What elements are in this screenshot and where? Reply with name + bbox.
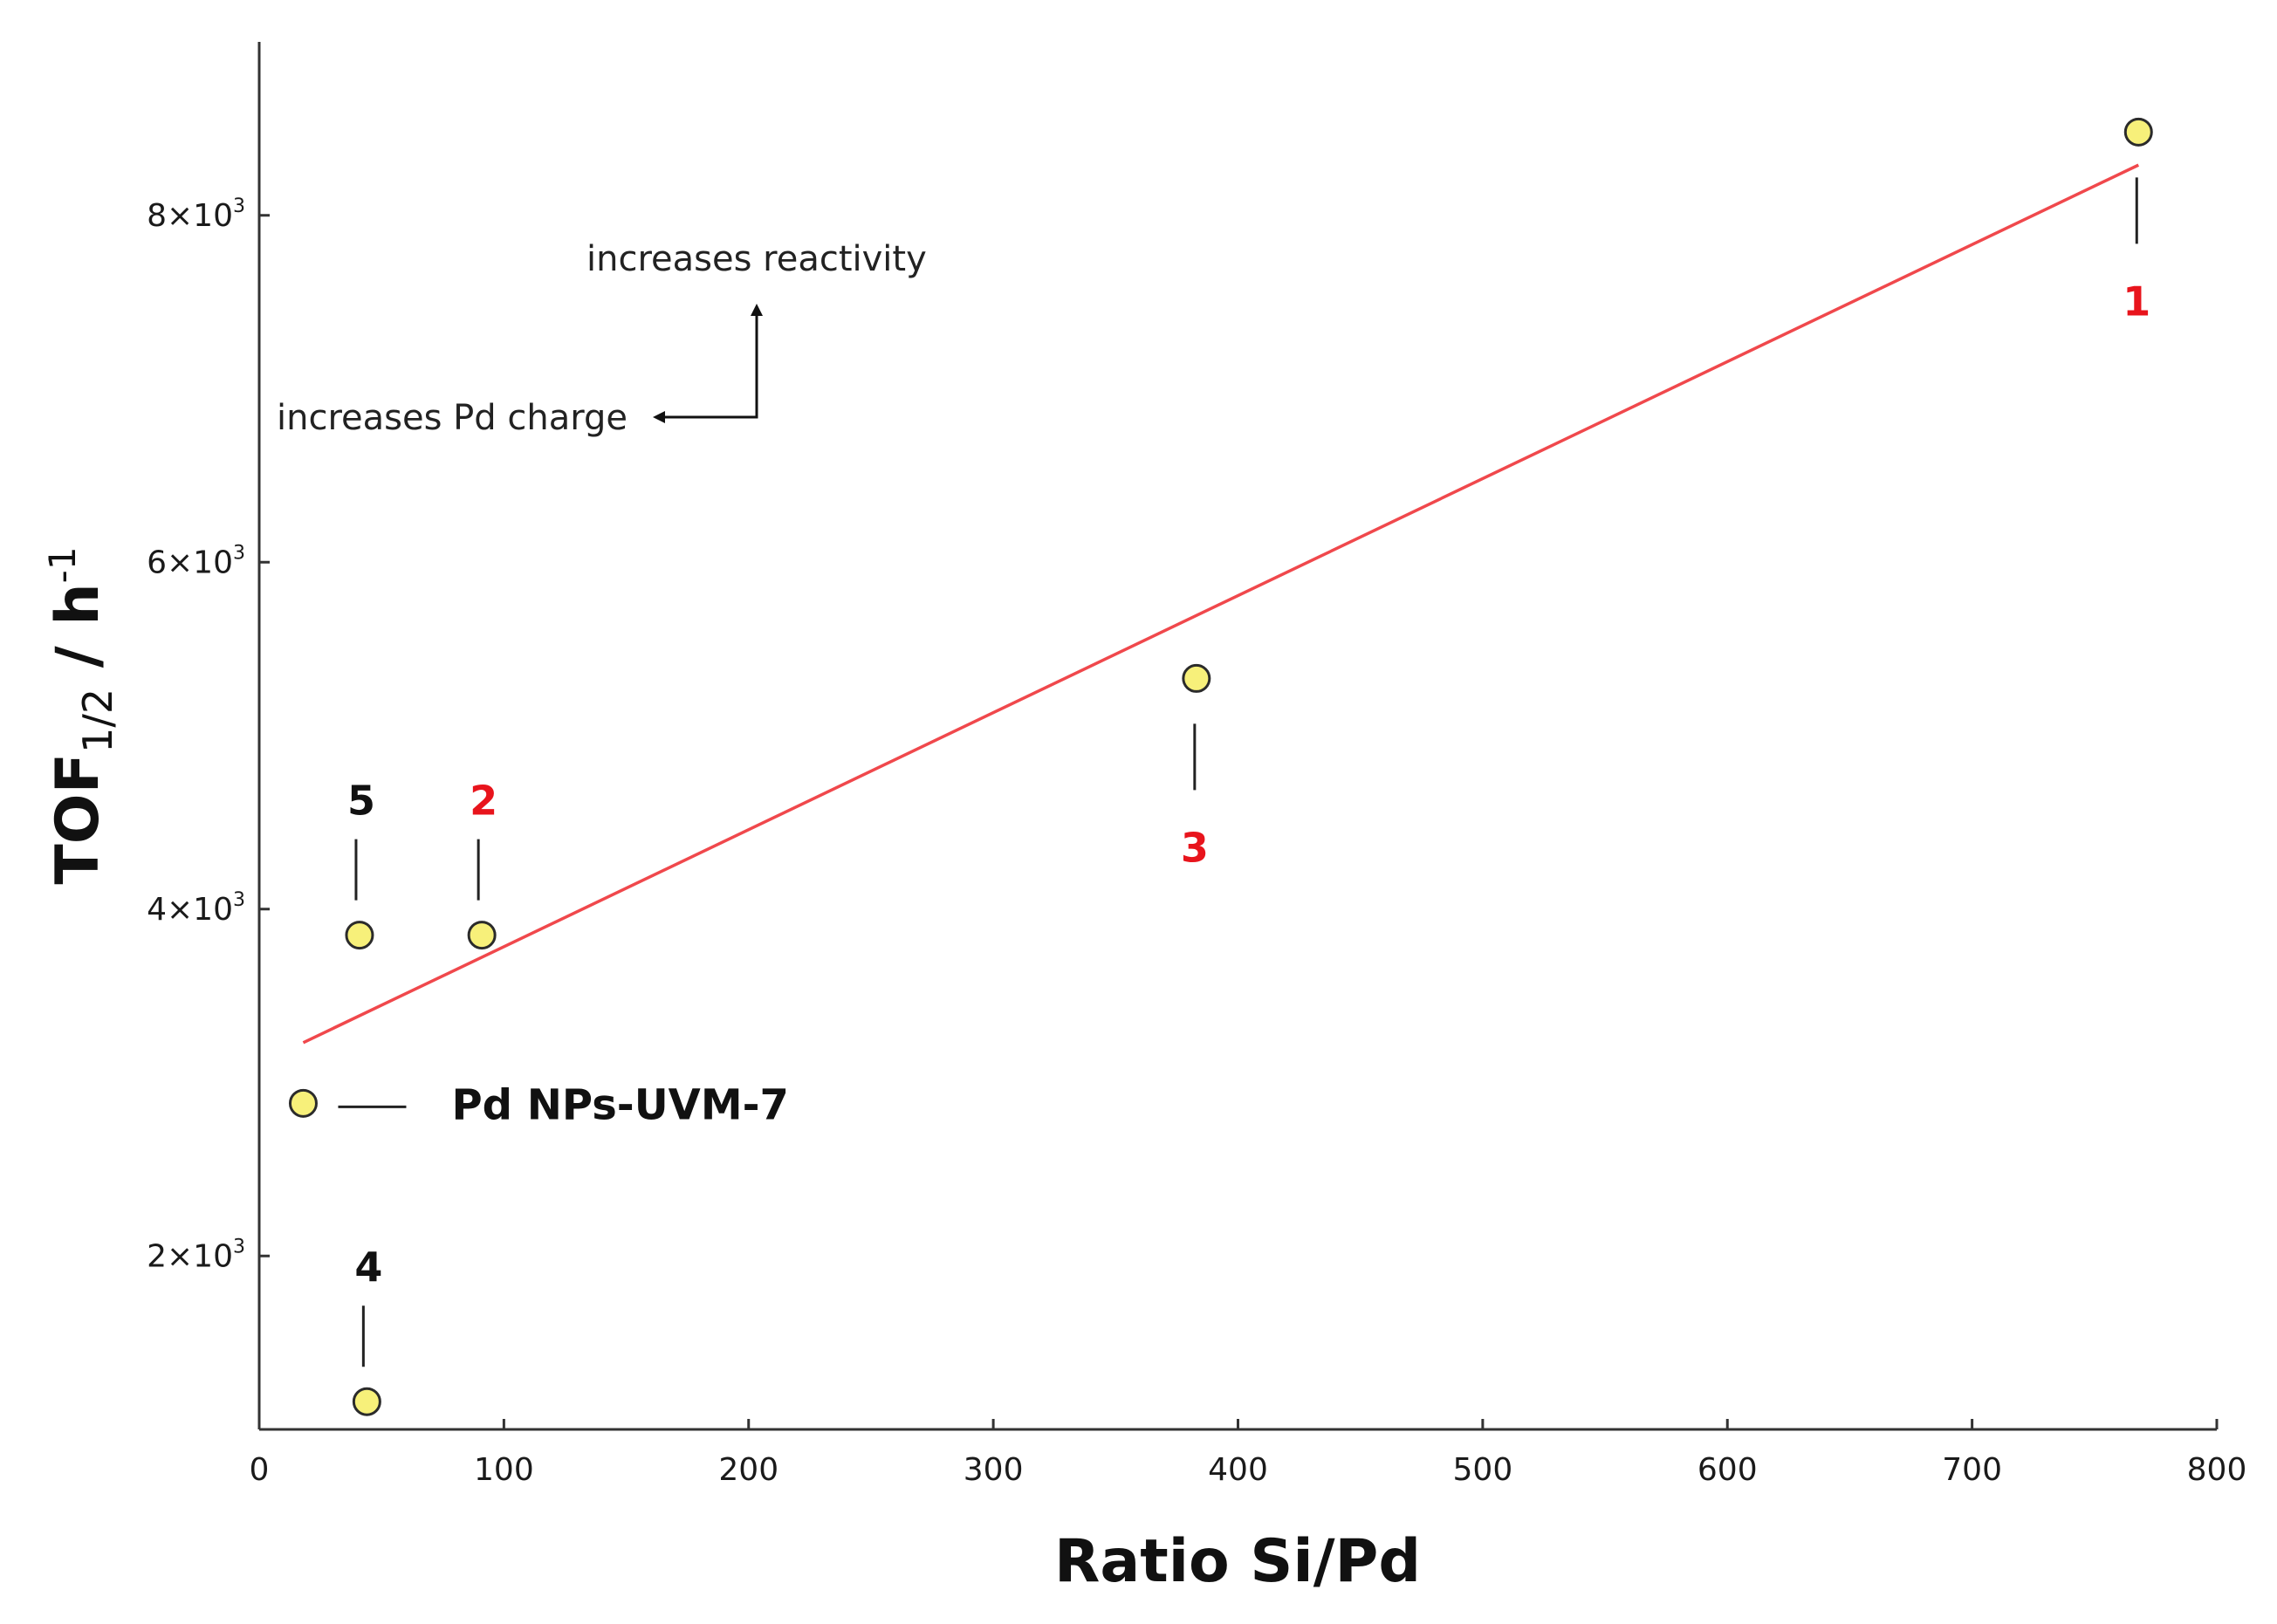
y-axis-title-unit: / h — [44, 583, 113, 689]
x-tick-label: 0 — [250, 1452, 270, 1488]
data-point-3 — [1182, 663, 1211, 693]
y-tick-exponent: 3 — [233, 1236, 245, 1257]
trend-annotation: increases reactivity increases Pd charge — [277, 239, 927, 438]
y-tick-label: 4×103 — [147, 889, 245, 928]
fit-line — [302, 163, 2140, 1045]
x-tick-label: 100 — [474, 1452, 534, 1488]
x-tick-label: 200 — [718, 1452, 778, 1488]
y-tick-mantissa: 2×10 — [147, 1238, 233, 1274]
y-tick-mantissa: 8×10 — [147, 198, 233, 234]
point-labels: 1 2 3 4 5 Pd NPs-UVM-7 — [347, 278, 2150, 1291]
annotation-arrow-up-head — [751, 304, 763, 316]
data-point-5 — [345, 921, 374, 950]
y-axis-title: TOF1/2 / h-1 — [41, 546, 121, 884]
data-point-2 — [467, 921, 497, 950]
y-axis-title-sup: -1 — [41, 546, 84, 583]
point-label-5: 5 — [347, 778, 375, 825]
y-axis-title-main: TOF — [44, 753, 113, 885]
x-tick-label: 800 — [2187, 1452, 2247, 1488]
data-points — [288, 117, 2153, 1416]
axes — [257, 42, 2217, 1431]
annotation-reactivity: increases reactivity — [586, 239, 927, 279]
point-label-2: 2 — [470, 778, 497, 825]
y-tick-label: 6×103 — [147, 542, 245, 580]
annotation-arrow-line — [661, 314, 758, 419]
point-label-1: 1 — [2123, 278, 2150, 325]
data-point-1 — [2123, 117, 2153, 147]
point-label-np: Pd NPs-UVM-7 — [451, 1080, 788, 1129]
x-tick-label: 600 — [1697, 1452, 1758, 1488]
annotation-charge: increases Pd charge — [277, 398, 628, 438]
point-label-3: 3 — [1181, 824, 1209, 871]
data-point-np — [288, 1088, 318, 1118]
x-ticks: 0 100 200 300 400 500 600 700 800 — [250, 1419, 2247, 1488]
point-leaders — [338, 177, 2138, 1367]
y-tick-label: 8×103 — [147, 195, 245, 234]
y-tick-exponent: 3 — [233, 889, 245, 911]
y-tick-label: 2×103 — [147, 1236, 245, 1274]
x-axis-title: Ratio Si/Pd — [1054, 1527, 1421, 1596]
x-tick-label: 300 — [964, 1452, 1024, 1488]
data-point-4 — [352, 1387, 381, 1416]
annotation-arrow-left-head — [653, 411, 665, 423]
x-tick-label: 400 — [1208, 1452, 1268, 1488]
y-tick-exponent: 3 — [233, 542, 245, 564]
x-tick-label: 500 — [1453, 1452, 1513, 1488]
point-label-4: 4 — [354, 1244, 382, 1291]
y-tick-mantissa: 6×10 — [147, 545, 233, 580]
y-tick-mantissa: 4×10 — [147, 892, 233, 928]
y-tick-exponent: 3 — [233, 195, 245, 217]
x-tick-label: 700 — [1942, 1452, 2002, 1488]
y-axis-title-sub: 1/2 — [74, 689, 121, 753]
